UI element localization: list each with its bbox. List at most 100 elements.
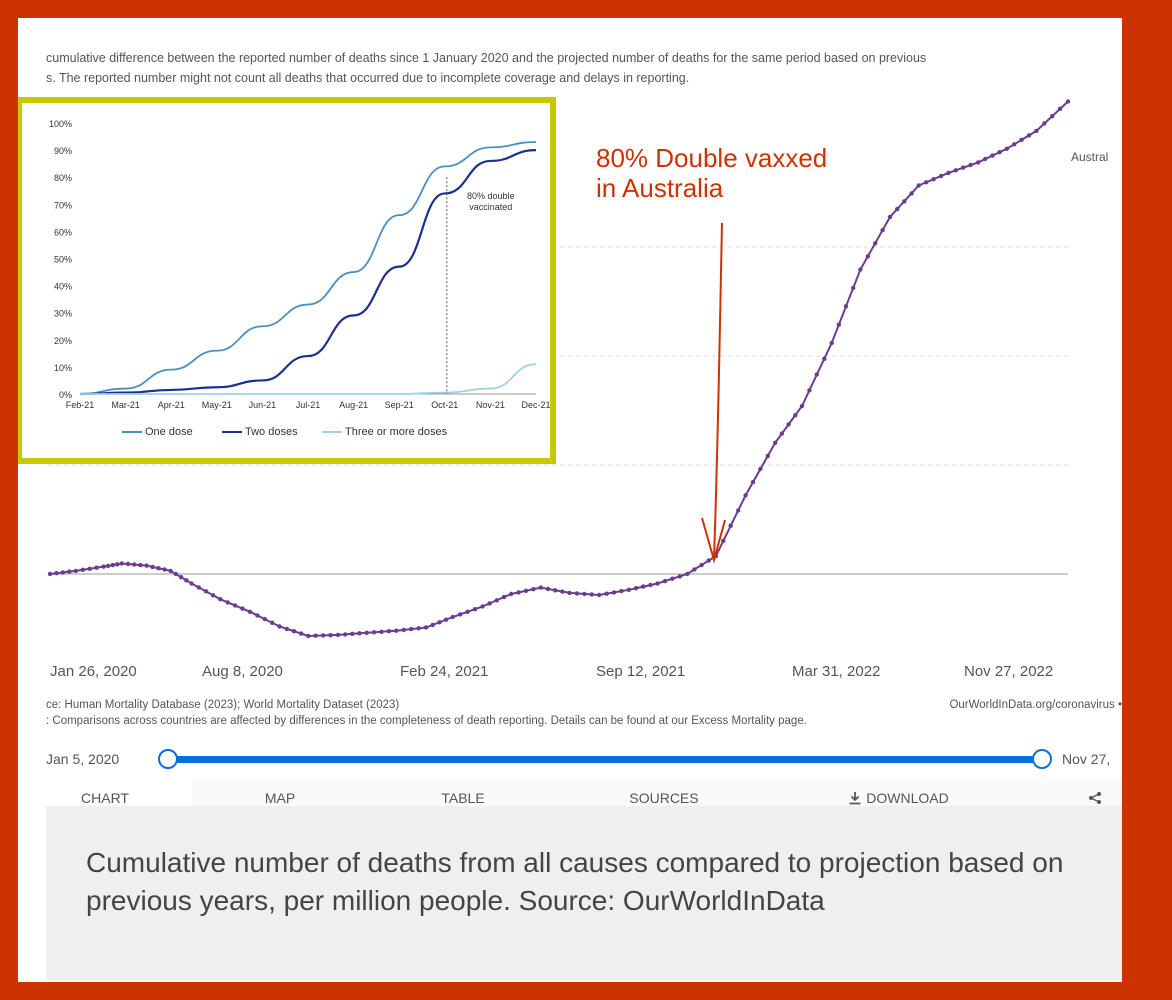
x-tick-label: Feb 24, 2021 <box>400 663 489 680</box>
legend-one-dose-label: One dose <box>145 426 193 438</box>
data-point <box>983 156 988 162</box>
x-tick-label: Jun-21 <box>249 400 277 410</box>
figure-caption: Cumulative number of deaths from all cau… <box>86 847 1064 916</box>
download-icon <box>849 792 861 805</box>
data-point <box>822 356 827 361</box>
data-point <box>516 590 521 595</box>
data-point <box>386 629 392 634</box>
data-point <box>277 624 282 629</box>
data-point <box>902 199 907 204</box>
data-point <box>225 600 230 605</box>
data-point <box>560 589 565 594</box>
data-point <box>291 629 297 634</box>
inset-series-line <box>79 363 537 395</box>
data-point <box>895 206 900 212</box>
y-tick-label: 90% <box>54 146 72 156</box>
data-point <box>299 631 304 636</box>
vaccination-annotation: 80% Double vaxxed in Australia <box>596 143 827 203</box>
data-point <box>538 585 543 590</box>
data-point <box>633 586 639 591</box>
data-point <box>604 591 609 596</box>
data-point <box>119 561 125 566</box>
data-point <box>721 538 726 544</box>
description-line-1: cumulative difference between the report… <box>46 51 927 65</box>
data-point <box>144 563 149 568</box>
x-tick-label: Aug 8, 2020 <box>202 663 283 680</box>
data-point <box>968 162 973 168</box>
data-point <box>210 593 216 598</box>
data-point <box>865 254 870 259</box>
data-point <box>450 614 455 620</box>
y-tick-label: 20% <box>54 336 72 346</box>
data-point <box>887 214 893 220</box>
data-point <box>115 562 120 567</box>
time-slider-track[interactable] <box>158 756 1044 763</box>
site-url-link[interactable]: OurWorldInData.org/coronavirus • <box>949 699 1122 711</box>
legend-two-doses-label: Two doses <box>245 426 298 438</box>
x-tick-label: May-21 <box>202 400 232 410</box>
data-point <box>173 571 178 577</box>
data-point <box>1026 133 1032 138</box>
data-point <box>1057 106 1063 112</box>
y-tick-label: 70% <box>54 200 72 210</box>
data-point <box>443 617 449 622</box>
data-point <box>494 598 499 603</box>
tab-sources-label: SOURCES <box>629 790 699 806</box>
data-point <box>670 576 675 581</box>
inset-annotation-line-2: vaccinated <box>469 202 512 212</box>
y-tick-label: 0% <box>59 390 72 400</box>
inset-annotation-line-1: 80% double <box>467 191 515 201</box>
data-point <box>655 581 660 586</box>
data-point <box>1004 146 1009 151</box>
data-point <box>203 589 209 594</box>
data-point <box>975 160 981 165</box>
slider-end-handle[interactable] <box>1032 749 1052 769</box>
data-point <box>807 388 812 393</box>
slider-start-label: Jan 5, 2020 <box>46 751 120 767</box>
tab-chart-label: CHART <box>81 790 129 806</box>
data-point <box>394 628 399 633</box>
data-point <box>94 565 99 570</box>
data-point <box>953 168 958 173</box>
data-point <box>270 620 275 625</box>
data-point <box>105 563 111 569</box>
data-point <box>465 609 470 614</box>
data-point <box>284 626 289 632</box>
data-point <box>931 177 936 182</box>
data-point <box>938 173 944 179</box>
x-tick-label: Feb-21 <box>66 400 95 410</box>
data-point <box>87 566 92 571</box>
y-tick-label: 80% <box>54 173 72 183</box>
data-point <box>574 591 580 596</box>
data-point <box>480 604 485 609</box>
x-tick-label: Sep-21 <box>385 400 414 410</box>
data-point <box>132 562 137 567</box>
data-point <box>765 453 770 459</box>
data-point <box>545 586 551 592</box>
data-point <box>184 578 189 583</box>
data-point <box>196 585 201 590</box>
y-tick-label: 50% <box>54 255 72 265</box>
data-point <box>531 587 536 592</box>
data-point <box>60 570 66 575</box>
data-point <box>255 613 260 618</box>
data-point <box>379 629 384 634</box>
data-point <box>1019 137 1024 142</box>
x-tick-label: Sep 12, 2021 <box>596 663 686 680</box>
x-axis-tick-labels: Jan 26, 2020 Aug 8, 2020 Feb 24, 2021 Sep 1… <box>18 663 1122 687</box>
data-point <box>371 630 377 635</box>
data-point <box>858 267 863 272</box>
chart-panel: cumulative difference between the report… <box>18 18 1122 982</box>
data-point <box>80 567 85 572</box>
x-tick-label: Mar-21 <box>111 400 140 410</box>
data-point <box>401 627 406 633</box>
slider-start-handle[interactable] <box>158 749 178 769</box>
data-point <box>567 590 572 596</box>
data-point <box>699 562 704 568</box>
data-point <box>240 606 245 611</box>
data-point <box>150 564 155 570</box>
data-point <box>189 581 194 586</box>
data-point <box>619 588 624 594</box>
legend-three-doses-label: Three or more doses <box>345 426 448 438</box>
data-point <box>553 588 558 593</box>
